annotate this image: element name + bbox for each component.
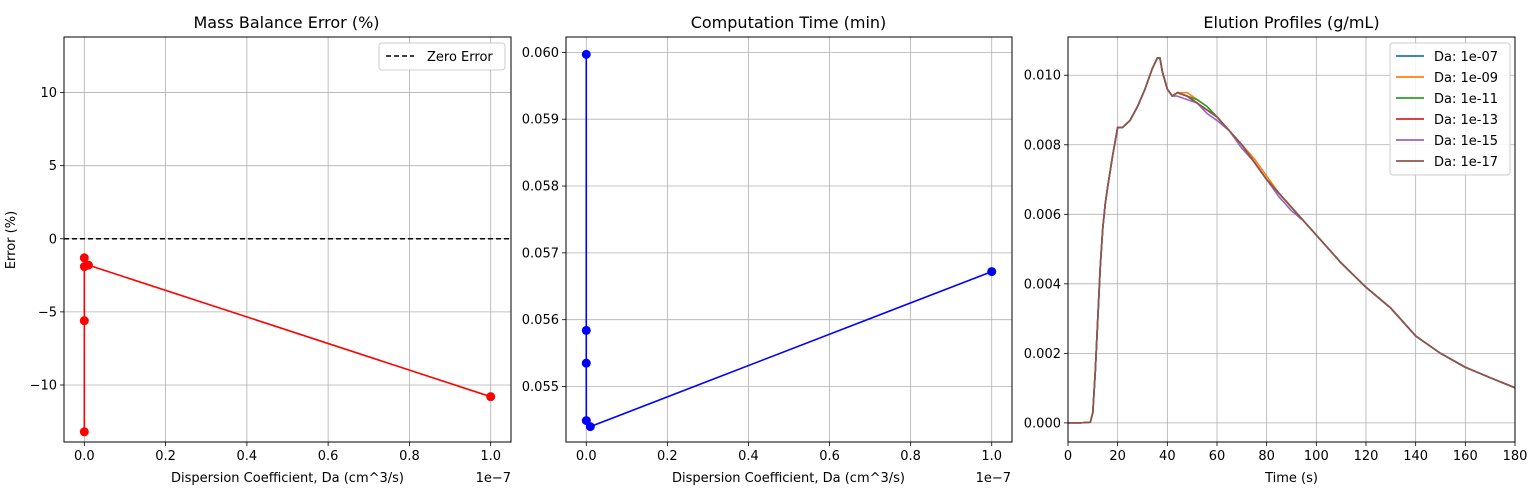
x-tick-label: 0.2 [657,449,678,464]
x-tick-label: 0.0 [576,449,597,464]
data-point [581,416,591,426]
x-tick-label: 20 [1109,449,1126,464]
x-axis-label: Dispersion Coefficient, Da (cm^3/s) [672,471,905,486]
x-tick-label: 180 [1503,449,1528,464]
chart-title: Elution Profiles (g/mL) [1203,13,1379,32]
y-tick-label: 0 [49,232,57,247]
data-point [79,253,89,263]
data-point [79,316,89,326]
y-tick-label: 5 [49,159,57,174]
data-point [581,358,591,368]
legend-label: Da: 1e-15 [1434,134,1498,149]
data-point [79,427,89,437]
legend-box [378,42,506,71]
x-tick-label: 1.0 [480,449,501,464]
plot-frame [1067,36,1516,443]
x-tick-label: 100 [1304,449,1329,464]
y-tick-label: 10 [40,86,57,101]
series-line [1068,57,1516,424]
x-tick-label: 120 [1354,449,1379,464]
legend: Zero Error [378,42,506,71]
y-tick-label: −10 [30,378,57,393]
data-point [581,325,591,335]
y-tick-label: 0.008 [1024,138,1061,153]
y-tick-label: 0.060 [522,46,559,61]
y-tick-label: −5 [38,305,57,320]
series-line [83,256,491,432]
x-tick-label: 0.4 [237,449,258,464]
y-tick-label: 0.059 [522,113,559,128]
y-tick-label: 0.058 [522,180,559,195]
x-tick-label: 0.6 [318,449,339,464]
chart-title: Computation Time (min) [691,13,887,32]
plot-frame [565,36,1013,443]
legend-box [1389,42,1511,176]
x-offset-label: 1e−7 [476,471,511,486]
y-tick-label: 0.056 [522,313,559,328]
x-tick-label: 0.2 [155,449,176,464]
legend: Da: 1e-07 Da: 1e-09 Da: 1e-11 Da: 1e-13 Da: … [1389,42,1511,176]
x-tick-label: 0.4 [738,449,759,464]
y-tick-label: 0.006 [1024,208,1061,223]
panel-mass-balance-error: Mass Balance Error (%) 0.0 0.2 0.4 0.6 0.8 1.… [4,13,512,486]
plot-frame [63,36,512,443]
series-line [585,54,993,428]
data-point [581,49,591,59]
data-point [79,262,89,272]
y-tick-label: 0.004 [1024,277,1061,292]
x-tick-label: 0.0 [74,449,95,464]
y-tick-label: 0.010 [1024,69,1061,84]
data-point [486,392,496,402]
y-tick-label: 0.002 [1024,347,1061,362]
x-tick-label: 140 [1403,449,1428,464]
x-axis-label: Dispersion Coefficient, Da (cm^3/s) [171,471,404,486]
chart-title: Mass Balance Error (%) [193,13,379,32]
panel-computation-time: Computation Time (min) 0.0 0.2 0.4 0.6 0.8 1.… [522,13,1013,486]
panel-elution-profiles: Elution Profiles (g/mL) 0 20 40 60 80 100 120 1… [1024,13,1528,486]
x-offset-label: 1e−7 [976,471,1011,486]
legend-label: Da: 1e-17 [1434,155,1498,170]
legend-label: Da: 1e-09 [1434,71,1498,86]
x-tick-label: 0.6 [819,449,840,464]
legend-label: Da: 1e-13 [1434,113,1498,128]
x-tick-label: 160 [1453,449,1478,464]
legend-label-zero-error: Zero Error [427,50,493,65]
x-tick-label: 0.8 [900,449,921,464]
legend-label: Da: 1e-11 [1434,92,1498,107]
x-tick-label: 1.0 [981,449,1002,464]
y-tick-label: 0.055 [522,380,559,395]
y-tick-label: 0.057 [522,246,559,261]
x-tick-label: 80 [1258,449,1275,464]
x-tick-label: 60 [1209,449,1226,464]
legend-label: Da: 1e-07 [1434,50,1498,65]
x-tick-label: 0 [1064,449,1072,464]
x-axis-label: Time (s) [1264,471,1318,486]
y-tick-label: 0.000 [1024,416,1061,431]
y-axis-label: Error (%) [4,211,19,269]
x-tick-label: 40 [1159,449,1176,464]
x-tick-label: 0.8 [399,449,420,464]
data-point [987,267,997,277]
